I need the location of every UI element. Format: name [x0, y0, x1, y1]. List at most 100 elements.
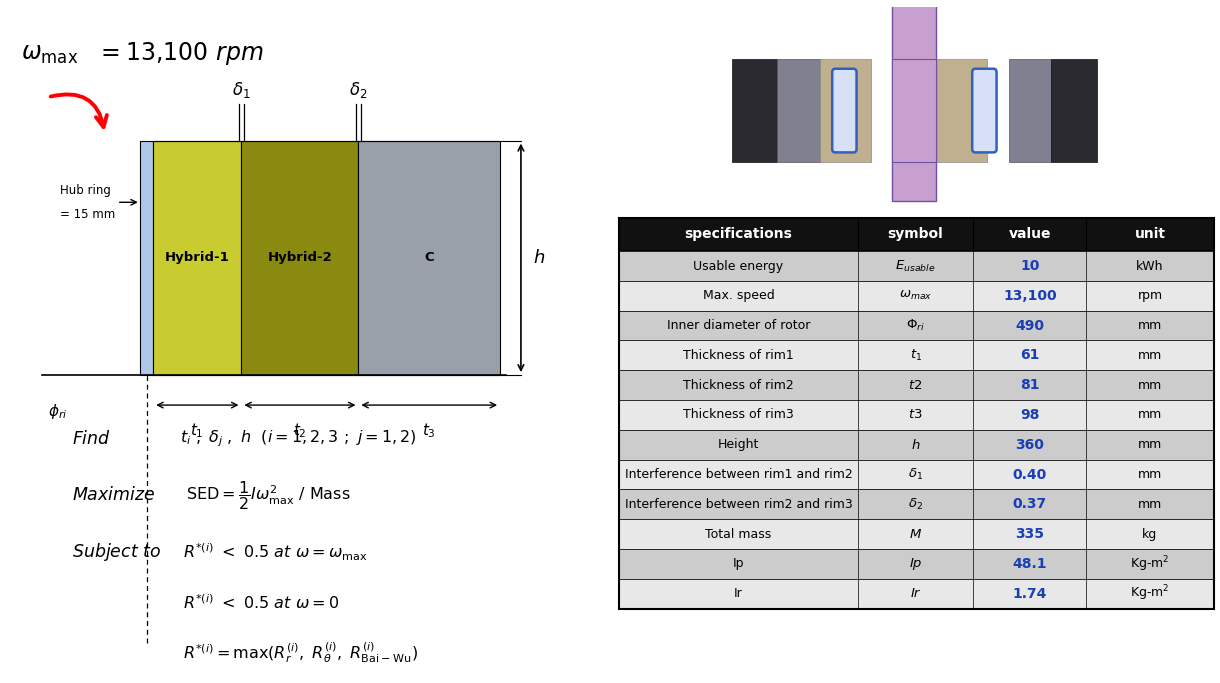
Text: $\mathit{Subject\ to}$: $\mathit{Subject\ to}$ — [72, 542, 161, 563]
Text: symbol: symbol — [888, 227, 943, 241]
FancyBboxPatch shape — [972, 69, 997, 152]
Text: 10: 10 — [1020, 259, 1039, 273]
Text: $t_1$: $t_1$ — [909, 348, 921, 363]
Text: Kg-m$^2$: Kg-m$^2$ — [1131, 554, 1170, 574]
Text: mm: mm — [1138, 438, 1163, 451]
Text: $= 13{,}100\ \mathit{rpm}$: $= 13{,}100\ \mathit{rpm}$ — [96, 40, 264, 67]
Text: 48.1: 48.1 — [1013, 557, 1047, 571]
Text: Thickness of rim1: Thickness of rim1 — [683, 349, 794, 362]
FancyBboxPatch shape — [832, 69, 856, 152]
Text: kg: kg — [1142, 527, 1158, 541]
Text: mm: mm — [1138, 349, 1163, 362]
Bar — [619, 549, 1214, 579]
Text: $\delta_1$: $\delta_1$ — [908, 467, 924, 482]
Text: 61: 61 — [1020, 348, 1039, 363]
Text: Interference between rim2 and rim3: Interference between rim2 and rim3 — [625, 498, 853, 511]
Bar — [359, 141, 500, 375]
Text: $h$: $h$ — [533, 249, 545, 267]
Text: Ip: Ip — [733, 557, 744, 570]
Text: Hub ring: Hub ring — [60, 184, 111, 197]
Bar — [732, 59, 777, 163]
Text: $E_{usable}$: $E_{usable}$ — [895, 258, 936, 274]
Bar — [619, 311, 1214, 341]
Text: Interference between rim1 and rim2: Interference between rim1 and rim2 — [625, 468, 853, 481]
Bar — [619, 218, 1214, 251]
Bar — [619, 251, 1214, 281]
Bar — [936, 59, 987, 163]
Bar — [893, 59, 936, 163]
Text: $\Phi_{ri}$: $\Phi_{ri}$ — [906, 318, 925, 333]
Bar — [1052, 59, 1097, 163]
Text: 0.37: 0.37 — [1013, 497, 1047, 512]
Bar — [777, 59, 820, 163]
Text: 490: 490 — [1015, 318, 1044, 333]
Text: value: value — [1009, 227, 1050, 241]
Text: rpm: rpm — [1137, 290, 1163, 303]
FancyArrowPatch shape — [51, 94, 107, 127]
Bar — [619, 460, 1214, 490]
Text: Thickness of rim2: Thickness of rim2 — [683, 378, 794, 391]
Bar — [619, 218, 1214, 609]
Text: = 15 mm: = 15 mm — [60, 208, 115, 221]
Text: $t3$: $t3$ — [909, 408, 922, 421]
Text: $\delta_1$: $\delta_1$ — [232, 81, 250, 100]
Text: Kg-m$^2$: Kg-m$^2$ — [1131, 584, 1170, 604]
Text: mm: mm — [1138, 408, 1163, 421]
Bar — [619, 341, 1214, 370]
Text: Thickness of rim3: Thickness of rim3 — [683, 408, 794, 421]
Bar — [893, 0, 936, 201]
Text: 1.74: 1.74 — [1013, 587, 1047, 600]
Text: kWh: kWh — [1136, 260, 1164, 273]
Text: 360: 360 — [1015, 438, 1044, 451]
Text: C: C — [425, 251, 434, 264]
Text: mm: mm — [1138, 378, 1163, 391]
Text: mm: mm — [1138, 468, 1163, 481]
Bar — [619, 490, 1214, 519]
Text: $R^{*(i)} = \max(R_r^{(i)},\ R_\theta^{(i)},\ R^{(i)}_{\mathrm{Bai-Wu}})$: $R^{*(i)} = \max(R_r^{(i)},\ R_\theta^{(… — [183, 640, 417, 665]
Text: Ir: Ir — [734, 587, 743, 600]
Text: specifications: specifications — [684, 227, 793, 241]
Text: $\mathrm{SED} = \dfrac{1}{2}I\omega_{\max}^{2}\ /\ \mathrm{Mass}$: $\mathrm{SED} = \dfrac{1}{2}I\omega_{\ma… — [185, 479, 350, 512]
Text: $\omega_{\rm max}$: $\omega_{\rm max}$ — [21, 42, 78, 66]
Text: Inner diameter of rotor: Inner diameter of rotor — [667, 319, 810, 332]
Text: $\mathit{Maximize}$: $\mathit{Maximize}$ — [72, 486, 155, 505]
Text: 0.40: 0.40 — [1013, 468, 1047, 482]
Bar — [619, 400, 1214, 430]
Text: $R^{*(i)}\ <\ 0.5\ at\ \omega = 0$: $R^{*(i)}\ <\ 0.5\ at\ \omega = 0$ — [183, 594, 339, 612]
Text: mm: mm — [1138, 498, 1163, 511]
Text: $t_3$: $t_3$ — [422, 421, 436, 440]
Text: $\delta_2$: $\delta_2$ — [349, 81, 367, 100]
Text: Hybrid-2: Hybrid-2 — [267, 251, 332, 264]
Text: mm: mm — [1138, 319, 1163, 332]
Text: $t_1$: $t_1$ — [190, 421, 204, 440]
Text: 335: 335 — [1015, 527, 1044, 541]
Text: $t2$: $t2$ — [909, 378, 922, 391]
Text: Ir: Ir — [911, 587, 920, 600]
Bar — [242, 141, 359, 375]
Bar — [1009, 59, 1052, 163]
Text: unit: unit — [1135, 227, 1165, 241]
Text: $\mathit{Find}$: $\mathit{Find}$ — [72, 430, 111, 447]
Bar — [140, 141, 154, 375]
Text: Usable energy: Usable energy — [693, 260, 783, 273]
Bar — [619, 281, 1214, 311]
Text: Total mass: Total mass — [705, 527, 771, 541]
Bar — [154, 141, 242, 375]
Text: $\phi_{ri}$: $\phi_{ri}$ — [48, 402, 67, 421]
Bar — [619, 370, 1214, 400]
Text: Hybrid-1: Hybrid-1 — [165, 251, 229, 264]
Bar — [820, 59, 871, 163]
Text: Height: Height — [717, 438, 759, 451]
Text: 13,100: 13,100 — [1003, 289, 1057, 303]
Text: $h$: $h$ — [911, 438, 920, 451]
Bar — [619, 579, 1214, 609]
Text: 81: 81 — [1020, 378, 1039, 392]
Text: $R^{*(i)}\ <\ 0.5\ at\ \omega = \omega_{\max}$: $R^{*(i)}\ <\ 0.5\ at\ \omega = \omega_{… — [183, 542, 367, 563]
Bar — [619, 519, 1214, 549]
Text: 98: 98 — [1020, 408, 1039, 422]
Text: $\delta_2$: $\delta_2$ — [908, 497, 924, 512]
Text: $t_i\ ,\ \delta_j\ ,\ h\ \ (i = 1, 2, 3\ ;\ j = 1, 2)$: $t_i\ ,\ \delta_j\ ,\ h\ \ (i = 1, 2, 3\… — [179, 428, 416, 449]
Text: Max. speed: Max. speed — [703, 290, 775, 303]
Text: $\omega_{max}$: $\omega_{max}$ — [899, 290, 932, 303]
Text: $M$: $M$ — [909, 527, 922, 541]
